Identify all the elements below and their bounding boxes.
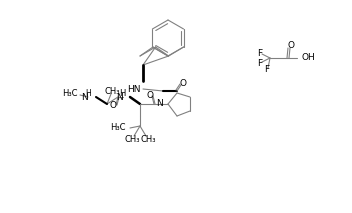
Text: F: F xyxy=(257,49,263,58)
Text: F: F xyxy=(257,59,263,68)
Text: CH₃: CH₃ xyxy=(124,134,140,144)
Text: N: N xyxy=(156,99,163,108)
Text: O: O xyxy=(180,79,187,88)
Text: OH: OH xyxy=(301,53,315,62)
Text: H₃C: H₃C xyxy=(111,124,126,132)
Text: H: H xyxy=(85,89,91,98)
Text: O: O xyxy=(288,42,295,50)
Text: N: N xyxy=(81,92,88,102)
Text: H: H xyxy=(120,89,126,98)
Text: H₃C: H₃C xyxy=(63,89,78,98)
Text: F: F xyxy=(264,66,270,75)
Text: HN: HN xyxy=(127,85,141,94)
Text: CH₃: CH₃ xyxy=(104,88,120,96)
Text: CH₃: CH₃ xyxy=(140,134,156,144)
Text: O: O xyxy=(146,91,153,99)
Text: N: N xyxy=(116,92,123,102)
Text: O: O xyxy=(109,102,117,111)
